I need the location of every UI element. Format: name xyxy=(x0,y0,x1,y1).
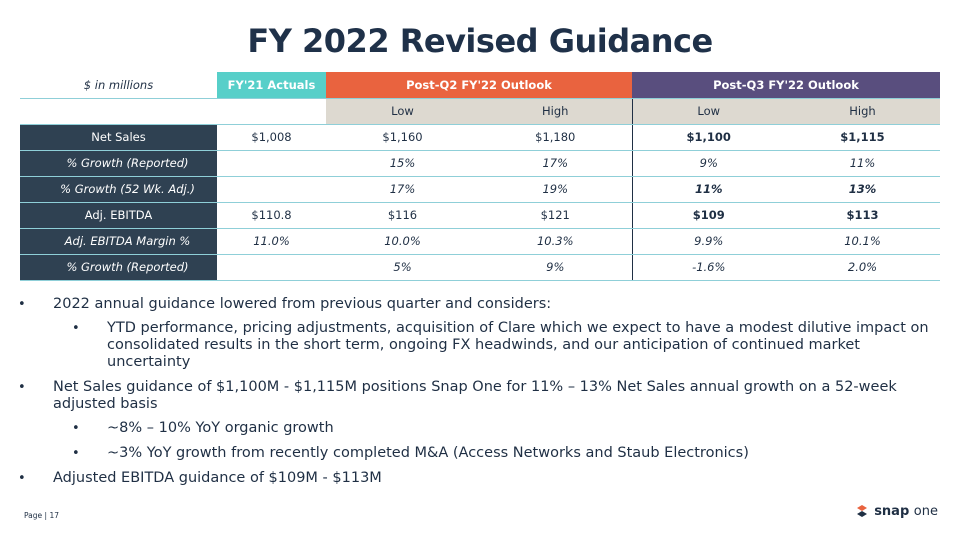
sub-bullet-item: • YTD performance, pricing adjustments, … xyxy=(0,320,940,371)
cell-fy21-actual: $1,008 xyxy=(217,124,326,151)
bullet-dot: • xyxy=(72,421,80,436)
bullet-dot: • xyxy=(18,471,26,486)
cell-q3-low: 9.9% xyxy=(632,228,785,255)
sub-bullet-item: • ~8% – 10% YoY organic growth xyxy=(0,420,940,437)
bullet-text: Adjusted EBITDA guidance of $109M - $113… xyxy=(53,470,382,486)
cell-fy21-actual xyxy=(217,176,326,203)
table-row-ebitda-growth: % Growth (Reported) 5% 9% -1.6% 2.0% xyxy=(20,254,940,281)
cell-q3-high: $1,115 xyxy=(785,124,940,151)
sub-header-blank xyxy=(20,98,217,125)
cell-q2-high: 10.3% xyxy=(479,228,633,255)
cell-q2-low: $116 xyxy=(326,202,479,229)
bullet-dot: • xyxy=(18,380,26,395)
cell-fy21-actual xyxy=(217,254,326,281)
row-label: Net Sales xyxy=(20,124,217,151)
sub-header-q2-low: Low xyxy=(326,98,479,125)
sub-header-q2-high: High xyxy=(479,98,633,125)
table-row-growth-reported: % Growth (Reported) 15% 17% 9% 11% xyxy=(20,150,940,177)
logo-wordmark: snap one xyxy=(874,504,938,519)
sub-header-q3-high: High xyxy=(785,98,940,125)
cell-q2-high: $121 xyxy=(479,202,633,229)
cell-q2-high: 19% xyxy=(479,176,633,203)
cell-q2-high: $1,180 xyxy=(479,124,633,151)
bullet-dot: • xyxy=(72,321,80,336)
cell-fy21-actual: $110.8 xyxy=(217,202,326,229)
bullet-dot: • xyxy=(72,446,80,461)
logo-snap-text: snap xyxy=(874,503,910,519)
page-title: FY 2022 Revised Guidance xyxy=(247,22,713,60)
bullet-text: ~3% YoY growth from recently completed M… xyxy=(107,445,749,461)
sub-header-q3-low: Low xyxy=(632,98,785,125)
cell-q3-high: 2.0% xyxy=(785,254,940,281)
table-row-growth-52wk: % Growth (52 Wk. Adj.) 17% 19% 11% 13% xyxy=(20,176,940,203)
logo-one-text: one xyxy=(913,503,938,519)
cell-q3-low: 9% xyxy=(632,150,785,177)
group-header-row: $ in millions FY'21 Actuals Post-Q2 FY'2… xyxy=(20,72,940,99)
header-fy21-actuals: FY'21 Actuals xyxy=(217,72,326,99)
cell-fy21-actual: 11.0% xyxy=(217,228,326,255)
snap-one-logo: snap one xyxy=(854,503,938,519)
bullet-text: ~8% – 10% YoY organic growth xyxy=(107,420,334,436)
snap-one-logo-icon xyxy=(857,505,868,517)
row-label: % Growth (52 Wk. Adj.) xyxy=(20,176,217,203)
cell-q2-low: 15% xyxy=(326,150,479,177)
cell-q3-high: $113 xyxy=(785,202,940,229)
cell-fy21-actual xyxy=(217,150,326,177)
row-label: % Growth (Reported) xyxy=(20,150,217,177)
bullet-dot: • xyxy=(18,297,26,312)
cell-q3-low: 11% xyxy=(632,176,785,203)
guidance-table: $ in millions FY'21 Actuals Post-Q2 FY'2… xyxy=(20,72,940,281)
cell-q2-high: 17% xyxy=(479,150,633,177)
sub-header-blank xyxy=(217,98,326,125)
unit-label: $ in millions xyxy=(20,72,217,99)
sub-bullet-item: • ~3% YoY growth from recently completed… xyxy=(0,445,940,462)
page-number: Page | 17 xyxy=(24,511,59,520)
cell-q3-low: $109 xyxy=(632,202,785,229)
row-label: Adj. EBITDA Margin % xyxy=(20,228,217,255)
header-post-q3-outlook: Post-Q3 FY'22 Outlook xyxy=(632,72,940,99)
bullet-item: • 2022 annual guidance lowered from prev… xyxy=(0,296,940,313)
cell-q2-low: $1,160 xyxy=(326,124,479,151)
row-label: % Growth (Reported) xyxy=(20,254,217,281)
row-label: Adj. EBITDA xyxy=(20,202,217,229)
bullet-text: Net Sales guidance of $1,100M - $1,115M … xyxy=(53,379,897,412)
bullet-text: YTD performance, pricing adjustments, ac… xyxy=(107,320,929,370)
cell-q3-high: 13% xyxy=(785,176,940,203)
cell-q2-low: 17% xyxy=(326,176,479,203)
table-row-net-sales: Net Sales $1,008 $1,160 $1,180 $1,100 $1… xyxy=(20,124,940,151)
table-row-adj-ebitda: Adj. EBITDA $110.8 $116 $121 $109 $113 xyxy=(20,202,940,229)
cell-q2-low: 10.0% xyxy=(326,228,479,255)
cell-q3-low: $1,100 xyxy=(632,124,785,151)
bullet-item: • Net Sales guidance of $1,100M - $1,115… xyxy=(0,379,940,413)
cell-q2-high: 9% xyxy=(479,254,633,281)
cell-q2-low: 5% xyxy=(326,254,479,281)
header-post-q2-outlook: Post-Q2 FY'22 Outlook xyxy=(326,72,632,99)
cell-q3-low: -1.6% xyxy=(632,254,785,281)
cell-q3-high: 11% xyxy=(785,150,940,177)
sub-header-row: Low High Low High xyxy=(20,98,940,125)
bullet-item: • Adjusted EBITDA guidance of $109M - $1… xyxy=(0,470,940,487)
bullet-list: • 2022 annual guidance lowered from prev… xyxy=(0,296,940,494)
table-row-ebitda-margin: Adj. EBITDA Margin % 11.0% 10.0% 10.3% 9… xyxy=(20,228,940,255)
cell-q3-high: 10.1% xyxy=(785,228,940,255)
bullet-text: 2022 annual guidance lowered from previo… xyxy=(53,296,552,312)
